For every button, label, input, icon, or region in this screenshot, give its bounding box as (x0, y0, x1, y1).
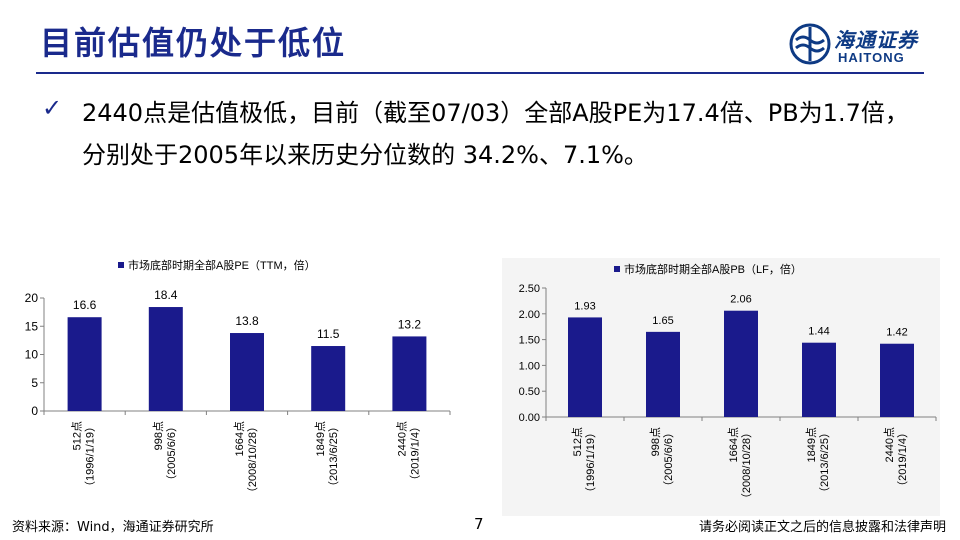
y-tick-label: 0.00 (519, 412, 540, 424)
company-logo: 海通证券 HAITONG (788, 22, 938, 68)
x-category-label: 1664点 (233, 421, 246, 456)
x-category-label: （2005/6/6） (165, 421, 178, 486)
y-tick-label: 20 (25, 291, 39, 305)
title-divider (36, 72, 924, 74)
bar (880, 343, 914, 417)
x-category-label: 998点 (152, 421, 165, 450)
check-icon: ✓ (42, 94, 63, 122)
x-category-label: 1664点 (727, 427, 740, 462)
bar (230, 333, 264, 411)
bar (568, 317, 602, 417)
bar-value-label: 1.44 (808, 326, 829, 338)
x-category-label: （2019/1/4） (896, 427, 909, 492)
legend-swatch (118, 262, 124, 268)
y-tick-label: 1.00 (519, 360, 540, 372)
y-tick-label: 0 (31, 404, 38, 418)
x-category-label: 512点 (571, 427, 584, 456)
bar (67, 317, 102, 411)
bar-value-label: 1.42 (886, 327, 907, 339)
x-category-label: （2008/10/28） (246, 421, 259, 498)
x-category-label: （2013/6/25） (327, 421, 340, 492)
logo-english-name: HAITONG (838, 50, 905, 65)
bar (392, 336, 427, 411)
key-point-text: 2440点是估值极低，目前（截至07/03）全部A股PE为17.4倍、PB为1.… (82, 99, 909, 169)
y-tick-label: 2.50 (519, 283, 540, 295)
x-category-label: 2440点 (883, 427, 896, 462)
bar-value-label: 13.8 (235, 314, 259, 328)
logo-chinese-name: 海通证券 (834, 28, 918, 52)
page-title: 目前估值仍处于低位 (40, 24, 347, 62)
y-tick-label: 0.50 (519, 386, 540, 398)
y-tick-label: 15 (25, 319, 39, 333)
x-category-label: 1849点 (805, 427, 818, 462)
bar-value-label: 1.65 (652, 315, 673, 327)
x-category-label: 512点 (71, 421, 84, 450)
x-category-label: （1996/1/19） (84, 421, 97, 492)
legend-swatch (614, 266, 620, 272)
bar (724, 310, 758, 417)
bar (802, 342, 836, 417)
haitong-emblem-icon (789, 23, 831, 65)
y-tick-label: 10 (25, 348, 39, 362)
x-category-label: 1849点 (314, 421, 327, 456)
pe-chart: 市场底部时期全部A股PE（TTM，倍） 0 5 10 15 20 16.6 512点 （1996… (14, 240, 480, 516)
data-source: 资料来源：Wind，海通证券研究所 (12, 520, 214, 535)
x-category-label: 998点 (649, 427, 662, 456)
bar-value-label: 2.06 (730, 294, 751, 306)
x-category-label: （1996/1/19） (584, 427, 597, 498)
x-category-label: （2019/1/4） (408, 421, 421, 486)
pb-chart: 市场底部时期全部A股PB（LF，倍） 0.00 0.50 1.00 1.50 2.00 2.… (502, 258, 940, 516)
bar-value-label: 11.5 (317, 327, 340, 341)
page-number: 7 (474, 515, 484, 533)
y-tick-label: 5 (31, 376, 38, 390)
bar (148, 307, 183, 411)
x-category-label: 2440点 (395, 421, 408, 456)
legal-disclaimer: 请务必阅读正文之后的信息披露和法律声明 (698, 520, 946, 535)
x-category-label: （2008/10/28） (740, 427, 753, 504)
y-tick-label: 1.50 (519, 335, 540, 347)
bar-value-label: 13.2 (398, 317, 422, 331)
x-category-label: （2013/6/25） (818, 427, 831, 498)
x-category-label: （2005/6/6） (662, 427, 675, 492)
legend-label: 市场底部时期全部A股PB（LF，倍） (624, 262, 802, 276)
pe-bar-chart: 市场底部时期全部A股PE（TTM，倍） 0 5 10 15 20 16.6 512点 （1996… (25, 258, 451, 498)
legend-label: 市场底部时期全部A股PE（TTM，倍） (128, 258, 316, 272)
bar (646, 331, 680, 417)
y-tick-label: 2.00 (519, 309, 540, 321)
pb-bar-chart: 市场底部时期全部A股PB（LF，倍） 0.00 0.50 1.00 1.50 2.00 2.… (519, 262, 937, 504)
bar-value-label: 1.93 (574, 300, 595, 312)
bar (311, 346, 346, 411)
bar-value-label: 16.6 (73, 298, 97, 312)
bar-value-label: 18.4 (154, 288, 178, 302)
